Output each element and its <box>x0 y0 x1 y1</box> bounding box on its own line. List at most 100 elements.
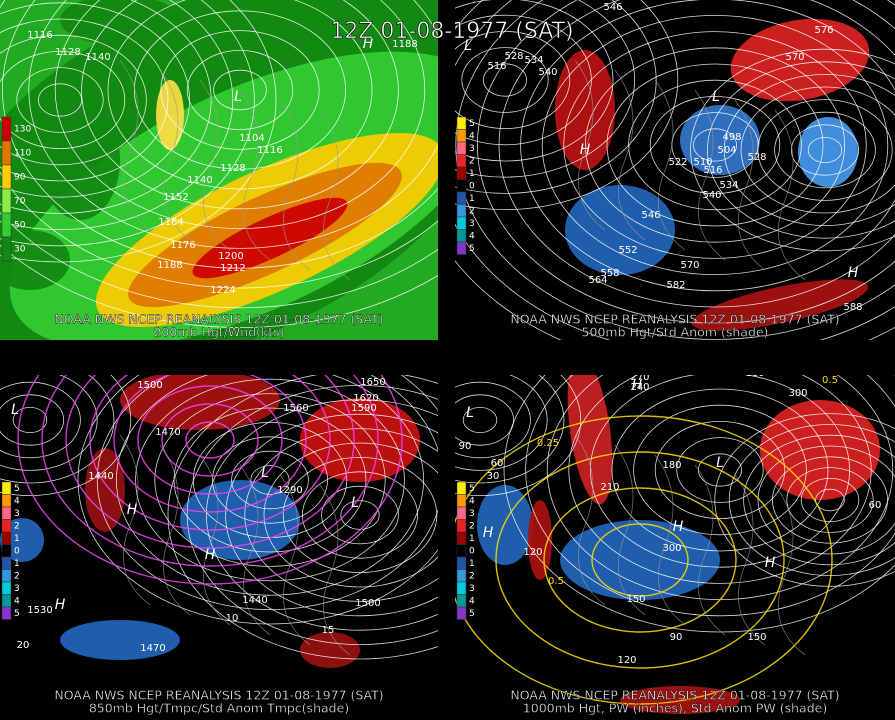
contour-line <box>213 69 267 111</box>
contour-line <box>16 67 104 133</box>
contour-label: 90 <box>670 632 683 643</box>
contour-line <box>41 375 379 567</box>
contour-label: 1188 <box>392 39 417 50</box>
contour-label: 1140 <box>187 175 212 186</box>
contour-line <box>461 47 549 113</box>
colorbar-swatch <box>456 116 467 130</box>
coastline <box>239 464 271 636</box>
colorbar-swatch <box>456 519 467 533</box>
anomaly-shade <box>300 632 360 668</box>
colorbar-swatch <box>1 212 12 238</box>
colorbar-label: 0 <box>469 546 475 556</box>
contour-line <box>65 375 355 549</box>
coastline <box>774 109 806 281</box>
colorbar-label: 50 <box>14 221 26 231</box>
colorbar-label: 90 <box>14 173 26 183</box>
colorbar-swatch <box>456 179 467 193</box>
contour-line <box>0 375 98 471</box>
contour-line <box>723 74 895 226</box>
colorbar-label: 3 <box>469 219 475 229</box>
contour-label: 120 <box>523 547 542 558</box>
contour-line <box>462 406 498 433</box>
contour-line <box>116 375 424 596</box>
anomaly-shade <box>300 398 420 482</box>
anomaly-shade <box>60 620 180 660</box>
contour-line <box>0 18 169 182</box>
contour-label: 564 <box>588 275 607 286</box>
anomaly-shade <box>565 185 675 275</box>
colorbar-label: 5 <box>469 119 475 129</box>
colorbar-swatch <box>456 154 467 168</box>
panel-subtitle: 500mb Hgt/Std Anom (shade) <box>582 325 769 340</box>
contour-line <box>611 388 829 552</box>
contour-line <box>503 375 895 633</box>
pressure-center: H <box>483 525 494 541</box>
colorbar-swatch <box>456 581 467 595</box>
contour-line <box>455 0 635 178</box>
colorbar-label: 3 <box>14 584 20 594</box>
contour-line <box>0 375 132 496</box>
pressure-center: H <box>632 377 643 393</box>
map-panel: 543210123452702401803000.50.256030901802… <box>455 368 895 716</box>
pressure-center: H <box>580 142 591 158</box>
anomaly-shade <box>60 0 180 45</box>
colorbar-label: 1 <box>469 169 475 179</box>
contour-label: 20 <box>17 640 30 651</box>
contour-line <box>815 488 845 512</box>
colorbar-label: 1 <box>469 559 475 569</box>
contour-line <box>0 0 438 289</box>
contour-label: 498 <box>722 132 741 143</box>
pressure-center: L <box>466 405 474 421</box>
contour-label: 1116 <box>257 145 282 156</box>
colorbar-swatch <box>1 556 12 570</box>
contour-line <box>690 48 895 252</box>
colorbar-label: 0 <box>14 546 20 556</box>
contour-label: 1530 <box>27 605 52 616</box>
contour-line <box>495 451 785 669</box>
contour-label: 534 <box>524 55 543 66</box>
panel-footer: NOAA NWS NCEP REANALYSIS 12Z 01-08-1977 … <box>510 688 839 703</box>
colorbar-label: 3 <box>469 144 475 154</box>
contour-label: 540 <box>538 67 557 78</box>
contour-label: 180 <box>745 368 764 379</box>
pressure-center: H <box>205 547 216 563</box>
colorbar-label: 1 <box>469 194 475 204</box>
colorbar-swatch <box>1 188 12 214</box>
pressure-center: H <box>848 265 859 281</box>
contour-line <box>321 485 399 545</box>
colorbar-label: 4 <box>469 131 475 141</box>
colorbar-swatch <box>456 129 467 143</box>
contour-line <box>520 0 895 292</box>
colorbar-label: 1 <box>469 534 475 544</box>
contour-label: 1212 <box>220 263 245 274</box>
contour-line <box>263 442 438 588</box>
contour-line <box>728 424 895 576</box>
anomaly-shade <box>0 230 70 290</box>
contour-line <box>38 83 83 117</box>
contour-line <box>455 0 657 194</box>
colorbar-swatch <box>1 569 12 583</box>
panel-footer: NOAA NWS NCEP REANALYSIS 12Z 01-08-1977 … <box>54 312 383 327</box>
contour-label: 1440 <box>88 471 113 482</box>
contour-line <box>482 63 527 97</box>
contour-label: 150 <box>626 594 645 605</box>
contour-label: 60 <box>491 458 504 469</box>
contour-label: 522 <box>668 157 687 168</box>
contour-line <box>786 467 874 533</box>
contour-label: 270 <box>630 372 649 383</box>
coastline <box>119 434 151 606</box>
colorbar-label: 2 <box>469 206 475 216</box>
colorbar-label: 2 <box>469 156 475 166</box>
colorbar-label: 130 <box>14 125 31 135</box>
contour-label: 516 <box>703 165 722 176</box>
contour-line <box>12 406 48 433</box>
contour-label: 570 <box>785 52 804 63</box>
contour-line <box>649 96 781 194</box>
colorbar-swatch <box>1 581 12 595</box>
contour-line <box>543 487 737 633</box>
contour-line <box>676 437 764 503</box>
contour-line <box>231 450 309 510</box>
colorbar-label: 5 <box>14 609 20 619</box>
contour-label: 0.25 <box>537 438 559 449</box>
